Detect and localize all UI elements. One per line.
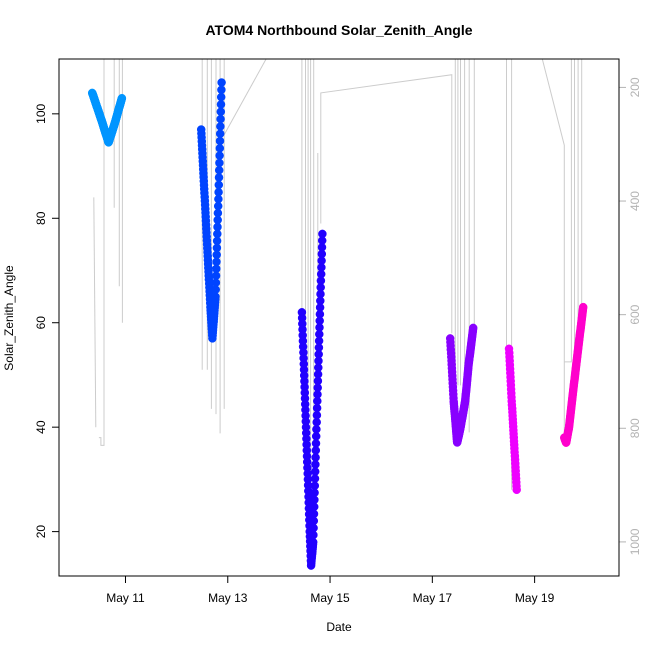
- track-line: [93, 58, 583, 558]
- data-points: [87, 78, 588, 570]
- y-tick-label: 60: [34, 316, 48, 330]
- y-axis-label: Solar_Zenith_Angle: [2, 265, 16, 371]
- plot-frame: [58, 58, 620, 577]
- y-tick-label: 40: [34, 420, 48, 434]
- data-point: [216, 107, 226, 116]
- data-point: [309, 523, 318, 533]
- track-line-segment-27: [541, 58, 565, 438]
- data-point: [512, 485, 521, 495]
- point-series-2: [297, 229, 327, 570]
- data-point: [214, 180, 224, 190]
- point-series-3: [445, 323, 478, 447]
- data-point: [216, 92, 226, 102]
- track-line-segment-1: [98, 59, 105, 446]
- y2-tick-label: 800: [628, 418, 642, 438]
- y2-tick-label: 600: [628, 304, 642, 324]
- data-point: [117, 93, 127, 103]
- y-tick-label: 20: [34, 525, 48, 539]
- data-point: [311, 453, 320, 462]
- data-point: [215, 129, 225, 138]
- data-point: [217, 78, 226, 87]
- x-tick-label: May 17: [413, 591, 453, 605]
- data-point: [214, 173, 224, 182]
- axes: May 11 May 13 May 15 May 17 May 19 20 40 60 80 10…: [34, 77, 642, 605]
- data-point: [310, 495, 319, 505]
- data-point: [312, 410, 322, 420]
- data-point: [214, 187, 223, 197]
- data-point: [215, 158, 224, 168]
- data-point: [216, 114, 225, 124]
- y2-tick-label: 400: [628, 191, 642, 211]
- x-tick-label: May 11: [106, 591, 145, 605]
- data-point: [214, 165, 224, 175]
- track-line-segment-28: [564, 59, 572, 363]
- data-point: [311, 439, 321, 448]
- data-point: [310, 481, 320, 490]
- point-series-5: [560, 302, 588, 447]
- x-tick-label: May 19: [515, 591, 555, 605]
- y2-tick-label: 200: [628, 77, 642, 97]
- data-point: [216, 100, 226, 109]
- track-line-segment-0: [93, 197, 97, 428]
- point-series-1: [196, 78, 226, 343]
- chart-title: ATOM4 Northbound Solar_Zenith_Angle: [205, 22, 472, 38]
- data-point: [318, 229, 327, 239]
- x-tick-label: May 15: [310, 591, 350, 605]
- y2-tick-label: 1000: [628, 528, 642, 555]
- data-point: [215, 144, 225, 153]
- data-point: [216, 122, 225, 131]
- y-tick-label: 80: [34, 211, 48, 225]
- point-series-0: [87, 88, 127, 147]
- point-series-4: [504, 344, 521, 495]
- data-point: [217, 85, 226, 95]
- data-point: [310, 467, 320, 476]
- data-point: [578, 302, 588, 312]
- y-tick-label: 100: [34, 104, 48, 124]
- x-axis-label: Date: [326, 620, 352, 634]
- data-point: [312, 425, 321, 434]
- data-point: [215, 151, 224, 160]
- data-point: [309, 509, 319, 519]
- x-tick-label: May 13: [208, 591, 248, 605]
- track-line-segment-18: [320, 74, 453, 334]
- data-point: [215, 136, 225, 146]
- data-point: [468, 323, 478, 333]
- data-point: [308, 537, 318, 547]
- track-line-segment-11: [223, 58, 267, 135]
